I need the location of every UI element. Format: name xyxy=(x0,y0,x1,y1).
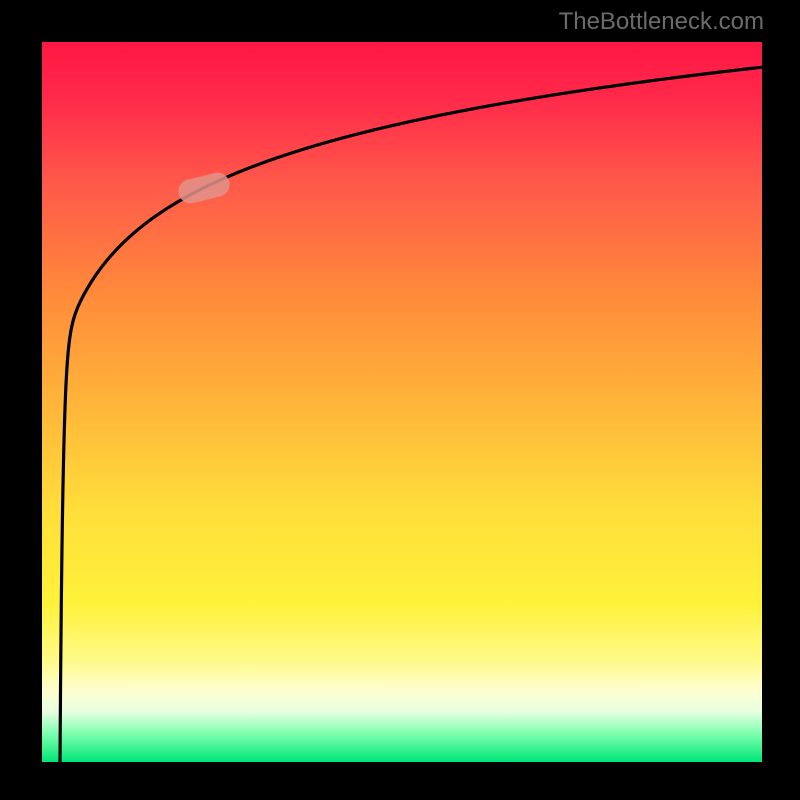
chart-root: TheBottleneck.com xyxy=(0,0,800,800)
watermark-text: TheBottleneck.com xyxy=(559,8,764,36)
gradient-rect xyxy=(42,42,762,762)
gradient-background xyxy=(42,42,762,762)
plot-area xyxy=(42,42,762,762)
